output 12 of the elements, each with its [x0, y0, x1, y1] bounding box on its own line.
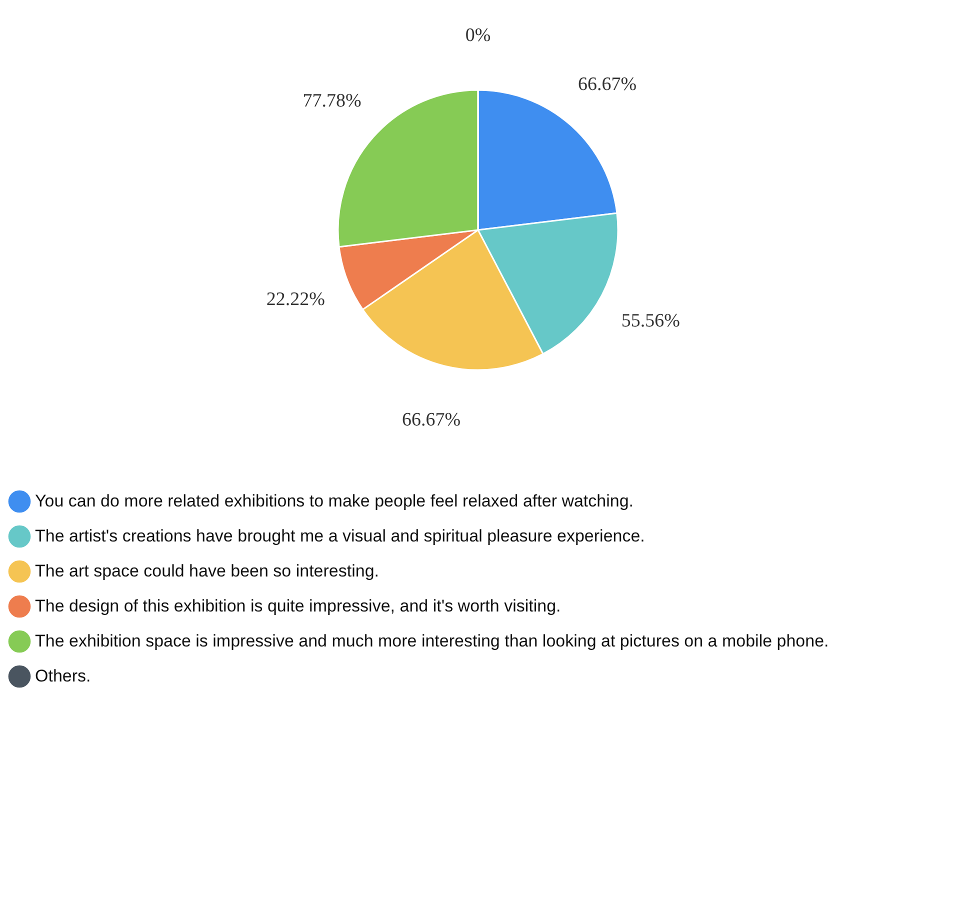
legend-label: The design of this exhibition is quite impressive, and it's worth visiting.: [35, 596, 561, 616]
data-label: 77.78%: [302, 90, 362, 112]
data-label: 55.56%: [621, 310, 680, 332]
data-label: 66.67%: [578, 74, 637, 96]
legend-label: The artist's creations have brought me a visual and spiritual pleasure experience.: [35, 526, 645, 546]
legend-label: Others.: [35, 666, 91, 686]
data-label: 66.67%: [402, 409, 461, 430]
legend-label: The exhibition space is impressive and much more interesting than looking at pictures on a mobile phone.: [35, 632, 829, 650]
legend-label: You can do more related exhibitions to make people feel relaxed after watching.: [35, 492, 634, 510]
legend-label: The art space could have been so interesting.: [35, 562, 379, 580]
data-label: 22.22%: [266, 289, 326, 310]
text: 0%: [465, 25, 491, 46]
